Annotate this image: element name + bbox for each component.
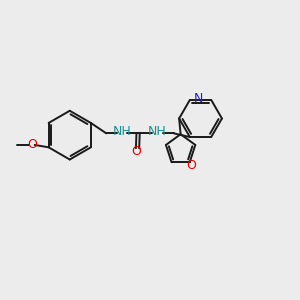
Text: O: O xyxy=(27,138,37,151)
Text: O: O xyxy=(187,159,196,172)
Text: O: O xyxy=(131,145,141,158)
Text: NH: NH xyxy=(112,125,131,138)
Text: N: N xyxy=(194,92,203,105)
Text: NH: NH xyxy=(148,125,167,138)
